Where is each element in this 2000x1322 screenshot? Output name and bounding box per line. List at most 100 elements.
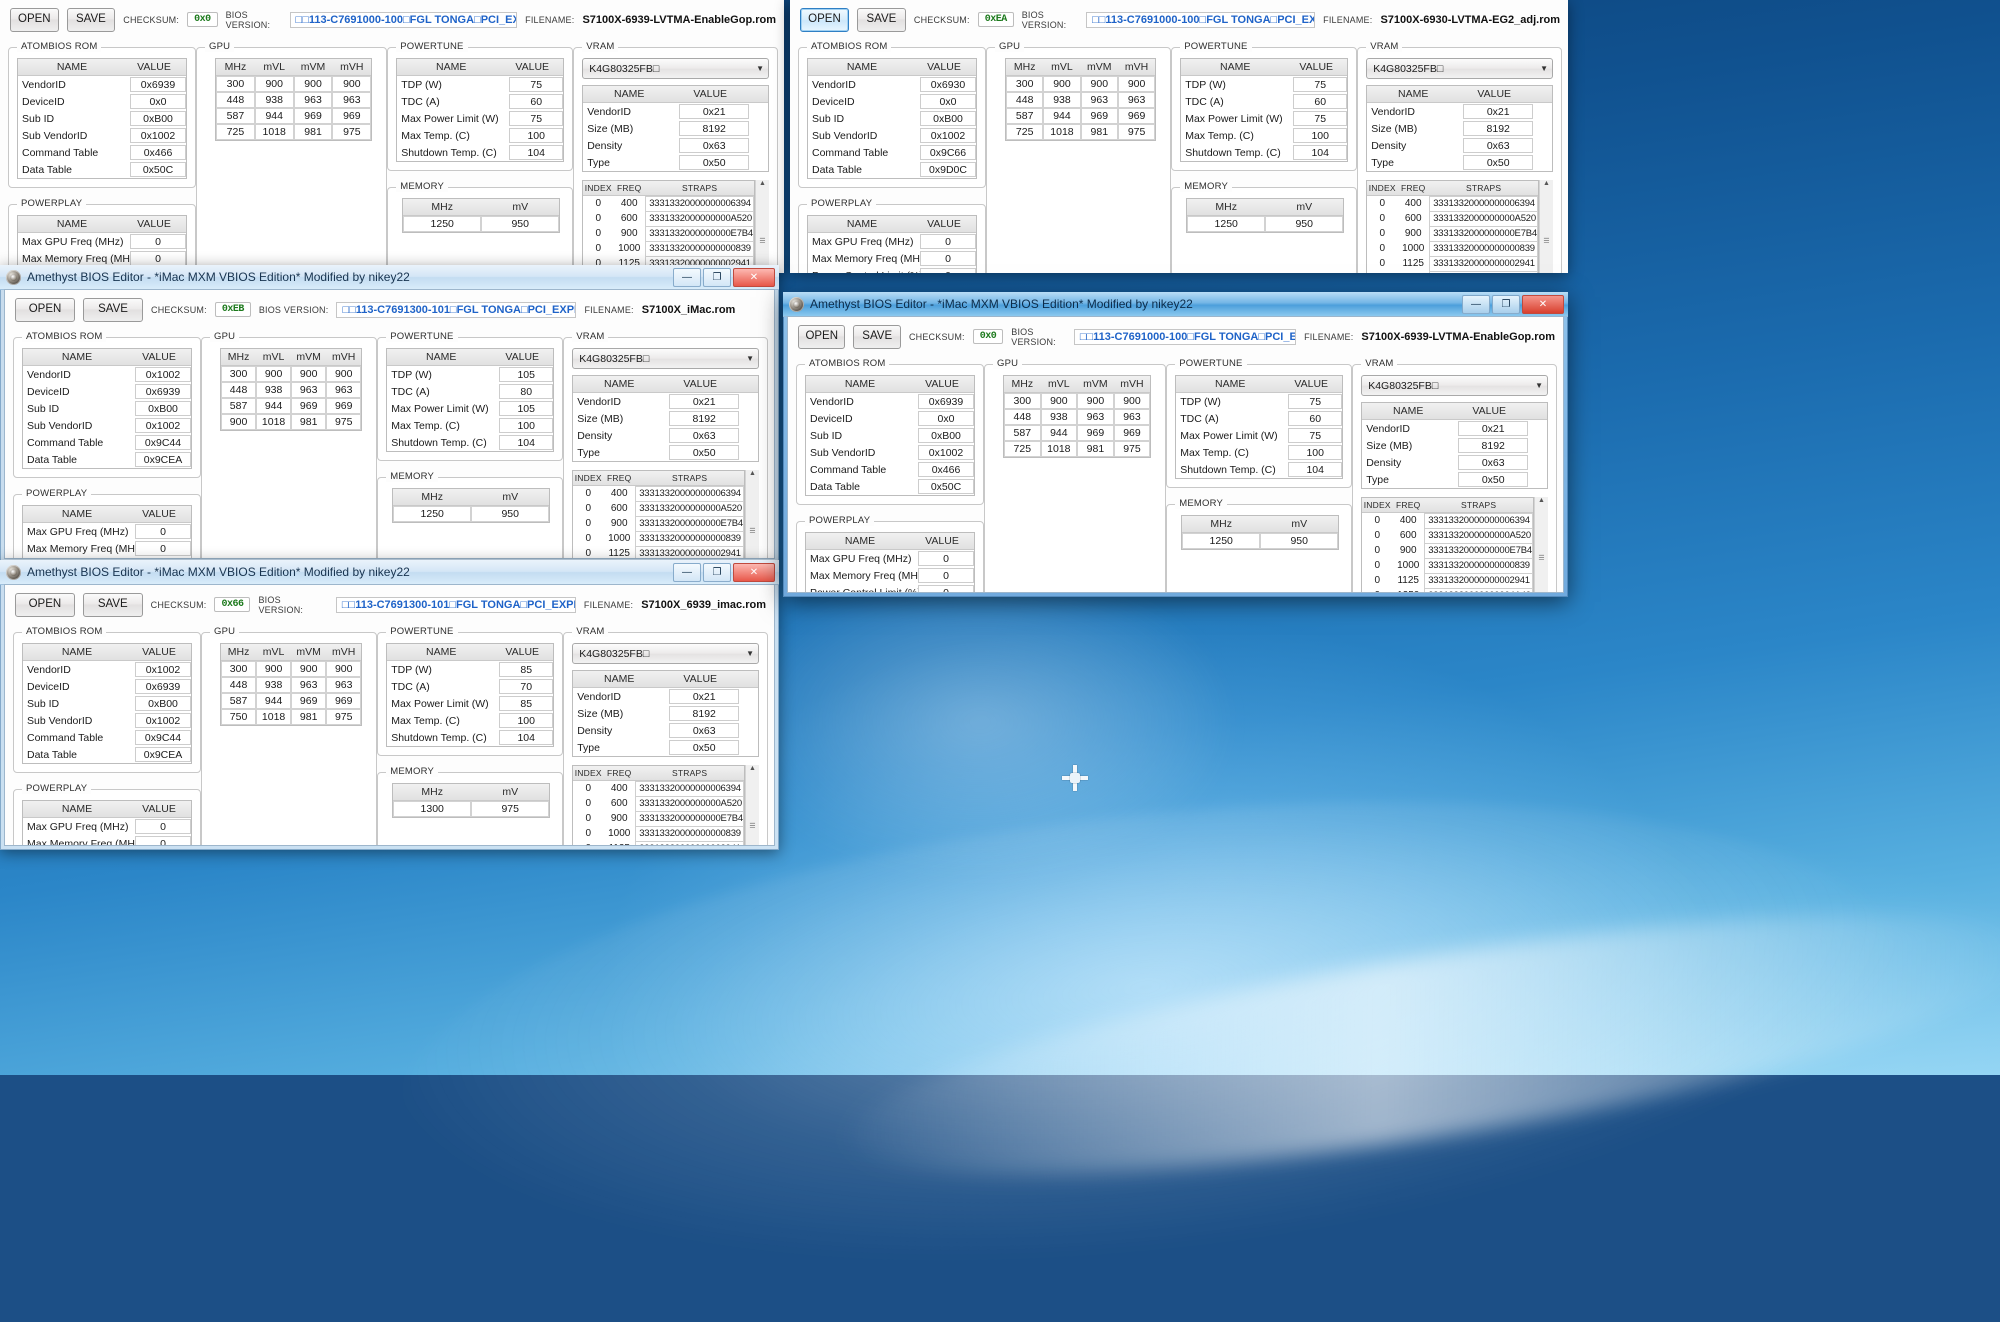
straps-value[interactable]: 33313320000000000839: [645, 240, 754, 257]
gpu-cell[interactable]: 1018: [1043, 124, 1081, 140]
gpu-cell[interactable]: 975: [332, 124, 372, 140]
powerplay-value[interactable]: 0: [920, 251, 976, 266]
atombios-value[interactable]: 0xB00: [135, 401, 191, 416]
powertune-value[interactable]: 85: [499, 696, 554, 711]
powertune-value[interactable]: 75: [1293, 111, 1348, 126]
gpu-cell[interactable]: 981: [293, 124, 333, 140]
vram-value[interactable]: 0x21: [669, 394, 740, 409]
powerplay-value[interactable]: 0: [920, 268, 976, 273]
powertune-value[interactable]: 70: [499, 679, 554, 694]
straps-value[interactable]: 33313320000000006394: [645, 195, 754, 212]
gpu-cell[interactable]: 938: [254, 92, 294, 108]
gpu-cell[interactable]: 969: [332, 108, 372, 124]
powerplay-value[interactable]: 0: [130, 251, 186, 266]
scroll-up-arrow-icon[interactable]: ▲: [1543, 180, 1550, 187]
vram-value[interactable]: 8192: [669, 411, 740, 426]
chevron-down-icon[interactable]: ▼: [756, 64, 764, 73]
gpu-cell[interactable]: 938: [256, 382, 292, 398]
atombios-value[interactable]: 0x9C44: [135, 730, 191, 745]
gpu-cell[interactable]: 963: [1117, 92, 1156, 108]
straps-scrollbar[interactable]: ▲ ☰ ▼: [745, 765, 759, 845]
gpu-cell[interactable]: 587: [221, 398, 257, 414]
vram-value[interactable]: 0x50: [679, 155, 750, 170]
memory-cell[interactable]: 1300: [393, 801, 472, 817]
straps-value[interactable]: 3331332000000000E7B4: [635, 810, 744, 827]
gpu-cell[interactable]: 975: [326, 709, 362, 725]
atombios-value[interactable]: 0x1002: [130, 128, 186, 143]
gpu-cell[interactable]: 725: [1004, 441, 1041, 457]
gpu-cell[interactable]: 300: [216, 76, 255, 92]
bios-editor-window[interactable]: OPEN SAVE CHECKSUM: 0x0 BIOS VERSION: □□…: [0, 0, 784, 273]
save-button[interactable]: SAVE: [83, 297, 143, 322]
straps-value[interactable]: 33313320000000000839: [1424, 557, 1533, 574]
chevron-down-icon[interactable]: ▼: [746, 354, 754, 363]
vram-value[interactable]: 0x63: [1463, 138, 1534, 153]
gpu-cell[interactable]: 963: [1080, 92, 1118, 108]
gpu-cell[interactable]: 981: [1077, 441, 1114, 457]
atombios-value[interactable]: 0x1002: [135, 713, 191, 728]
straps-value[interactable]: 33313320000000006394: [635, 780, 744, 797]
gpu-cell[interactable]: 900: [332, 76, 372, 92]
open-button[interactable]: OPEN: [15, 297, 75, 322]
save-button[interactable]: SAVE: [856, 7, 906, 32]
vram-value[interactable]: 0x63: [669, 428, 740, 443]
memory-cell[interactable]: 950: [1260, 533, 1339, 549]
gpu-cell[interactable]: 300: [1004, 393, 1041, 409]
gpu-cell[interactable]: 969: [1117, 108, 1156, 124]
straps-value[interactable]: 3331332000000000E7B4: [1424, 542, 1533, 559]
gpu-cell[interactable]: 975: [1113, 441, 1151, 457]
atombios-value[interactable]: 0xB00: [920, 111, 976, 126]
maximize-button[interactable]: ❐: [703, 562, 731, 582]
powerplay-value[interactable]: 0: [135, 524, 191, 539]
atombios-value[interactable]: 0xB00: [135, 696, 191, 711]
gpu-cell[interactable]: 750: [221, 709, 257, 725]
vram-module-select[interactable]: K4G80325FB□ ▼: [572, 348, 759, 369]
straps-value[interactable]: 33313320000000004A49: [1424, 587, 1533, 592]
memory-cell[interactable]: 950: [481, 216, 560, 232]
straps-value[interactable]: 3331332000000000E7B4: [645, 225, 754, 242]
atombios-value[interactable]: 0x9D0C: [920, 162, 976, 177]
minimize-button[interactable]: —: [673, 562, 701, 582]
powerplay-value[interactable]: 0: [130, 234, 186, 249]
title-bar[interactable]: Amethyst BIOS Editor - *iMac MXM VBIOS E…: [783, 292, 1568, 317]
powertune-value[interactable]: 85: [499, 662, 554, 677]
gpu-cell[interactable]: 448: [1004, 409, 1041, 425]
vram-value[interactable]: 0x63: [669, 723, 740, 738]
gpu-cell[interactable]: 938: [1040, 409, 1078, 425]
powerplay-value[interactable]: 0: [135, 819, 191, 834]
gpu-cell[interactable]: 587: [1004, 425, 1041, 441]
gpu-cell[interactable]: 981: [291, 414, 327, 430]
gpu-cell[interactable]: 944: [1040, 425, 1078, 441]
atombios-value[interactable]: 0x9CEA: [135, 747, 191, 762]
gpu-cell[interactable]: 944: [1043, 108, 1081, 124]
atombios-value[interactable]: 0x466: [918, 462, 974, 477]
vram-value[interactable]: 8192: [669, 706, 740, 721]
powerplay-value[interactable]: 0: [918, 568, 974, 583]
gpu-cell[interactable]: 944: [256, 398, 292, 414]
close-button[interactable]: ✕: [1522, 294, 1564, 314]
powertune-value[interactable]: 75: [509, 77, 564, 92]
gpu-cell[interactable]: 963: [326, 382, 362, 398]
gpu-cell[interactable]: 1018: [254, 124, 294, 140]
powertune-value[interactable]: 100: [509, 128, 564, 143]
powertune-value[interactable]: 100: [1293, 128, 1348, 143]
gpu-cell[interactable]: 900: [326, 661, 362, 677]
gpu-cell[interactable]: 1018: [256, 414, 292, 430]
atombios-value[interactable]: 0x0: [918, 411, 974, 426]
gpu-cell[interactable]: 975: [1117, 124, 1156, 140]
straps-value[interactable]: 3331332000000000A520: [645, 210, 754, 227]
powerplay-value[interactable]: 0: [135, 558, 191, 559]
gpu-cell[interactable]: 969: [291, 693, 327, 709]
scroll-up-arrow-icon[interactable]: ▲: [759, 180, 766, 187]
title-bar[interactable]: Amethyst BIOS Editor - *iMac MXM VBIOS E…: [0, 560, 779, 585]
atombios-value[interactable]: 0x50C: [918, 479, 974, 494]
straps-value[interactable]: 33313320000000006394: [1429, 195, 1538, 212]
powertune-value[interactable]: 60: [1288, 411, 1343, 426]
atombios-value[interactable]: 0x0: [920, 94, 976, 109]
powertune-value[interactable]: 105: [499, 401, 554, 416]
straps-scrollbar[interactable]: ▲ ☰ ▼: [755, 180, 769, 273]
gpu-cell[interactable]: 448: [221, 382, 257, 398]
gpu-cell[interactable]: 963: [1077, 409, 1114, 425]
maximize-button[interactable]: ❐: [703, 267, 731, 287]
gpu-cell[interactable]: 900: [1043, 76, 1081, 92]
